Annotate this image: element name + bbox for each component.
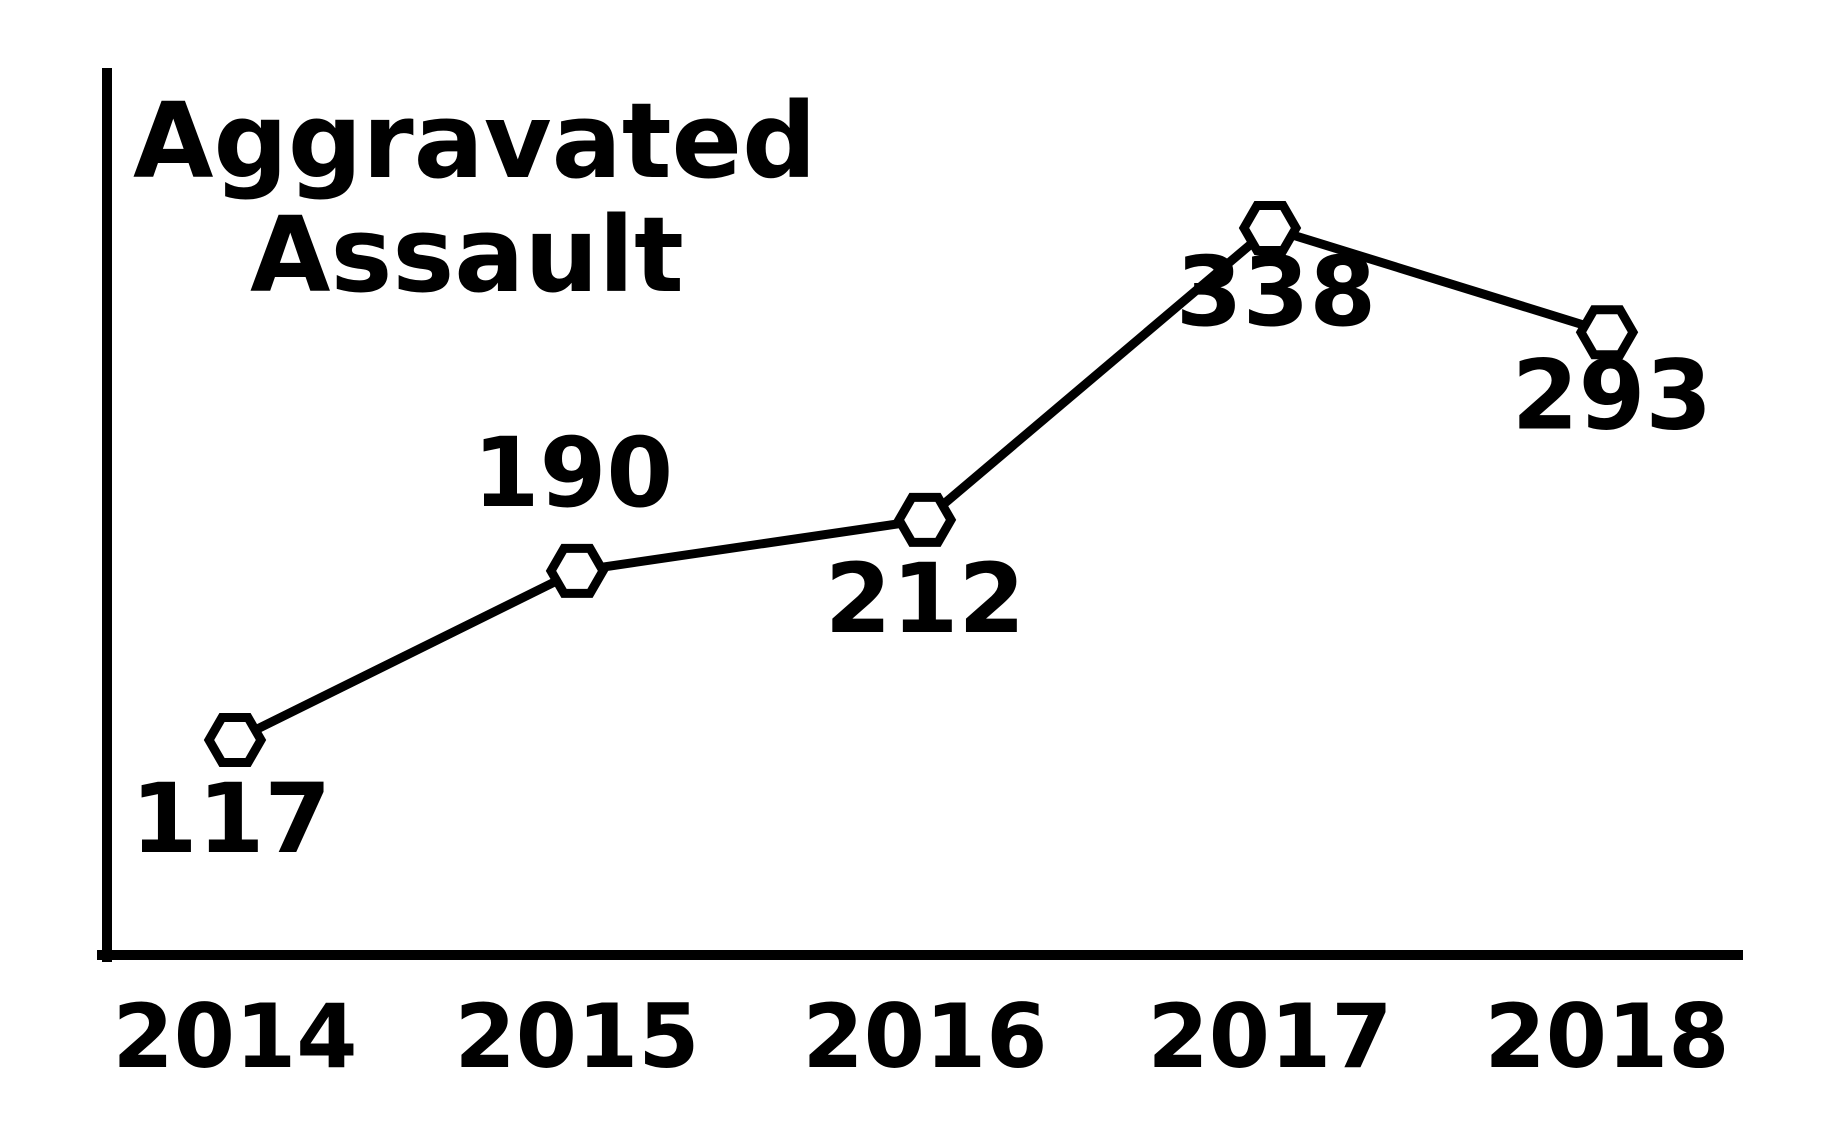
- chart-title-line-1: Aggravated: [133, 80, 817, 202]
- x-tick-label-2017: 2017: [1148, 985, 1393, 1088]
- series-line-segment: [922, 224, 1273, 524]
- series-line-segment: [1268, 223, 1609, 337]
- data-label-2015: 190: [473, 417, 673, 529]
- chart-axes: [97, 68, 1743, 962]
- data-point-marker-2018: [1575, 305, 1639, 360]
- data-point-marker-2016: [893, 492, 957, 547]
- data-point-marker-2014: [203, 713, 267, 767]
- value-labels-group: 117 190 212 338 293: [131, 236, 1712, 875]
- data-point-marker-2015: [545, 543, 609, 598]
- x-tick-label-2015: 2015: [455, 985, 700, 1088]
- markers-group: [203, 201, 1639, 767]
- data-label-2018: 293: [1512, 339, 1712, 451]
- x-tick-label-2014: 2014: [113, 985, 358, 1088]
- data-label-2017: 338: [1176, 236, 1376, 348]
- data-label-2016: 212: [825, 543, 1025, 655]
- data-label-2014: 117: [131, 763, 331, 875]
- x-tick-label-2018: 2018: [1485, 985, 1730, 1088]
- data-point-marker-2017: [1238, 201, 1302, 255]
- series-line-segment: [576, 515, 926, 576]
- series-line-segment: [233, 566, 579, 745]
- x-tick-label-2016: 2016: [803, 985, 1048, 1088]
- chart-title-line-2: Assault: [250, 194, 684, 316]
- x-tick-labels-group: 2014 2015 2016 2017 2018: [113, 985, 1730, 1088]
- chart-title: Aggravated Assault: [133, 80, 817, 316]
- series-line-group: [233, 223, 1609, 745]
